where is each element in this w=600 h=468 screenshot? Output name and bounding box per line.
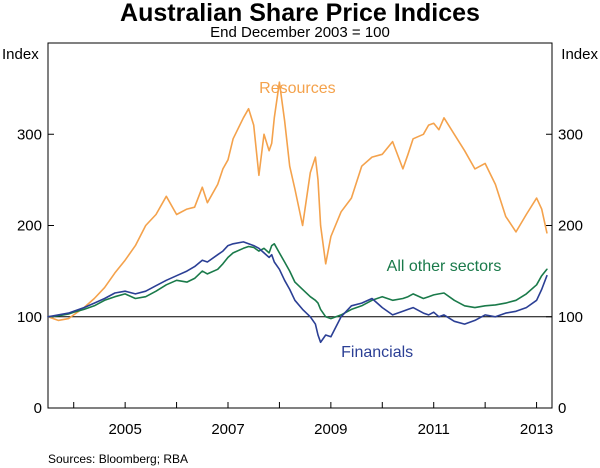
plot-area-frame — [47, 42, 553, 409]
y-axis-left-label: Index — [2, 46, 39, 63]
annotation-layer: Resources All other sectors Financials — [259, 80, 501, 361]
x-tick-label: 2013 — [520, 421, 553, 438]
series-line-resources — [47, 81, 548, 322]
y-axis-right-label: Index — [561, 46, 598, 63]
series-label-financials: Financials — [341, 344, 413, 361]
y-tick-label-right: 0 — [558, 400, 566, 417]
y-tick-label-right: 200 — [558, 218, 583, 235]
chart-subtitle: End December 2003 = 100 — [210, 24, 390, 41]
y-tick-label-left: 200 — [17, 218, 42, 235]
x-tick-label: 2007 — [211, 421, 244, 438]
x-tick-label: 2009 — [314, 421, 347, 438]
y-tick-label-left: 300 — [17, 126, 42, 143]
series-line-all-other-sectors — [47, 243, 548, 320]
source-note: Sources: Bloomberg; RBA — [48, 452, 188, 466]
series-label-all-other-sectors: All other sectors — [387, 258, 502, 275]
series-layer — [47, 81, 548, 344]
y-tick-label-left: 0 — [34, 400, 42, 417]
series-label-resources: Resources — [259, 80, 335, 97]
axes-layer: 0 0 100 100 200 200 300 300 2005 2007 2009 2011 2013 — [17, 126, 583, 438]
y-tick-label-right: 100 — [558, 309, 583, 326]
y-tick-label-left: 100 — [17, 309, 42, 326]
x-tick-label: 2011 — [418, 421, 450, 438]
chart-title: Australian Share Price Indices — [120, 0, 480, 27]
x-tick-label: 2005 — [108, 421, 141, 438]
series-line-financials — [47, 241, 548, 344]
y-tick-label-right: 300 — [558, 126, 583, 143]
